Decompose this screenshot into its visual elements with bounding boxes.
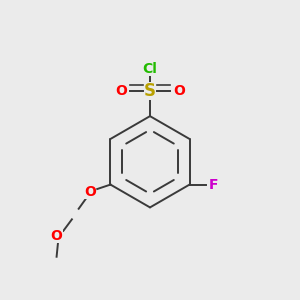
Text: O: O bbox=[115, 84, 127, 98]
Text: Cl: Cl bbox=[142, 62, 158, 76]
Text: O: O bbox=[84, 185, 96, 199]
Text: O: O bbox=[173, 84, 185, 98]
Text: F: F bbox=[208, 178, 218, 192]
Text: O: O bbox=[51, 229, 62, 243]
Text: S: S bbox=[144, 82, 156, 100]
